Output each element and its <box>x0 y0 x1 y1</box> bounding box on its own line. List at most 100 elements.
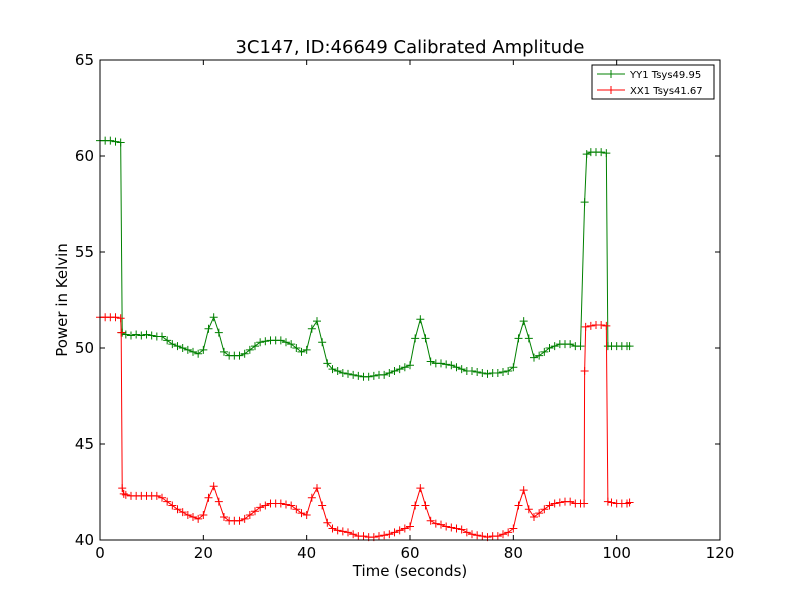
data-point <box>261 501 270 510</box>
data-point <box>550 499 559 508</box>
data-point <box>261 337 270 346</box>
data-point <box>530 512 538 521</box>
data-point <box>426 516 435 525</box>
data-point <box>158 332 166 341</box>
data-point <box>478 532 487 541</box>
x-tick-label: 0 <box>95 544 105 562</box>
data-point <box>220 347 228 356</box>
data-point <box>457 525 466 534</box>
data-point <box>519 486 528 495</box>
y-tick-label: 65 <box>75 51 94 69</box>
data-point <box>540 505 549 514</box>
data-point <box>514 501 523 510</box>
data-point <box>385 368 394 377</box>
data-point <box>602 149 611 158</box>
data-point <box>313 317 321 326</box>
data-point <box>127 331 135 340</box>
data-point <box>194 349 203 358</box>
data-point <box>256 503 265 512</box>
data-point <box>338 527 347 536</box>
data-point <box>597 320 606 329</box>
data-point <box>349 530 358 539</box>
data-point <box>323 359 332 368</box>
data-point <box>462 528 471 537</box>
legend-label-yy1: YY1 Tsys49.95 <box>629 70 701 81</box>
data-point <box>276 499 285 508</box>
y-tick-label: 55 <box>75 243 94 261</box>
data-point <box>214 328 223 337</box>
data-point <box>535 351 544 360</box>
data-point <box>333 367 342 376</box>
data-point <box>535 509 544 518</box>
x-tick-label: 40 <box>297 544 316 562</box>
data-point <box>204 324 213 333</box>
data-point <box>121 330 130 339</box>
data-point <box>349 370 358 379</box>
data-point <box>580 198 589 207</box>
data-point <box>323 518 332 527</box>
data-point <box>519 317 528 326</box>
data-point <box>132 330 141 339</box>
data-point <box>442 522 451 531</box>
data-point <box>545 501 554 510</box>
data-point <box>354 371 363 380</box>
data-point <box>580 499 589 508</box>
data-point <box>581 322 590 331</box>
data-point <box>142 330 151 339</box>
x-axis-label: Time (seconds) <box>352 562 468 580</box>
data-point <box>625 498 634 507</box>
data-point <box>209 313 218 322</box>
data-point <box>524 505 533 514</box>
legend: YY1 Tsys49.95 XX1 Tsys41.67 <box>591 64 715 100</box>
data-point <box>400 363 409 372</box>
data-point <box>183 345 192 354</box>
data-point <box>163 497 172 506</box>
data-point <box>452 524 461 533</box>
data-point <box>214 497 223 506</box>
data-point <box>540 347 549 356</box>
data-point <box>116 138 125 147</box>
data-point <box>530 353 538 362</box>
data-point <box>359 532 368 541</box>
data-point <box>607 498 616 507</box>
x-tick-label: 100 <box>602 544 631 562</box>
data-point <box>416 315 425 324</box>
data-point <box>189 347 197 356</box>
data-point <box>452 363 461 372</box>
data-point <box>566 340 575 349</box>
data-point <box>121 490 130 499</box>
data-point <box>297 509 306 518</box>
data-point <box>173 505 182 514</box>
data-point <box>344 528 352 537</box>
data-point <box>555 498 564 507</box>
data-point <box>493 532 502 541</box>
data-point <box>602 321 611 330</box>
data-point <box>582 150 591 159</box>
data-point <box>117 328 126 337</box>
data-point <box>468 530 476 539</box>
data-point <box>442 360 451 369</box>
data-point <box>504 528 513 537</box>
data-point <box>328 524 337 533</box>
data-point <box>524 334 533 343</box>
data-point <box>625 342 634 351</box>
data-point <box>447 361 456 370</box>
data-point <box>550 342 559 351</box>
data-point <box>400 524 409 533</box>
data-point <box>307 324 316 333</box>
x-axis: 0 20 40 60 80 100 120 <box>95 60 734 562</box>
data-point <box>168 340 177 349</box>
data-point <box>364 372 373 381</box>
data-point <box>395 365 404 374</box>
data-point <box>457 365 466 374</box>
data-point <box>240 514 249 523</box>
data-point <box>152 491 161 500</box>
data-point <box>580 367 589 376</box>
x-tick-label: 80 <box>504 544 523 562</box>
data-point <box>473 531 482 540</box>
data-point <box>493 368 502 377</box>
data-point <box>421 501 430 510</box>
data-point <box>576 342 585 351</box>
axes-background <box>100 60 720 540</box>
